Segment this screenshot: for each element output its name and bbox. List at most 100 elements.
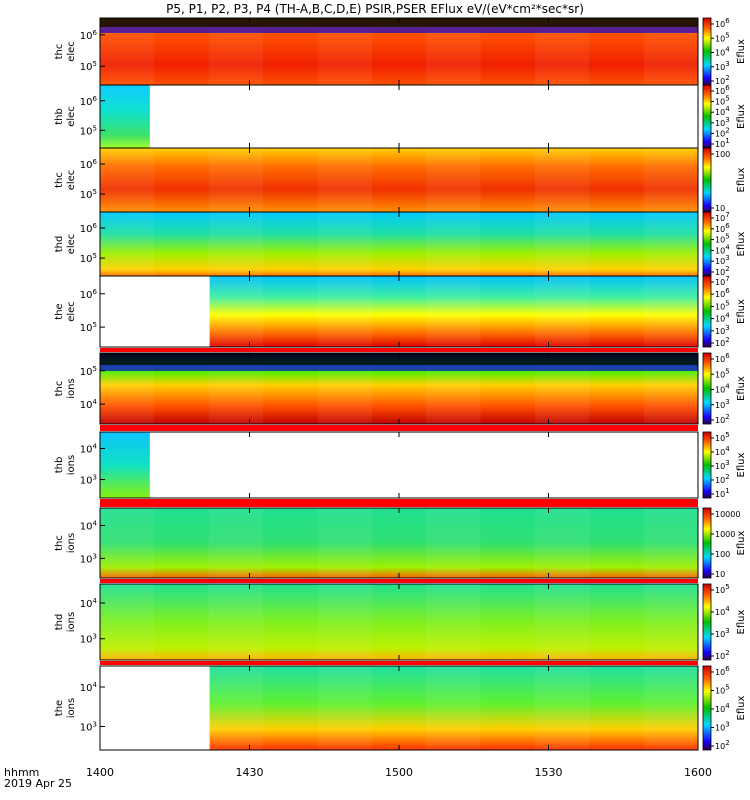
colorbar xyxy=(702,275,712,348)
heatmap-column-shade xyxy=(100,85,155,148)
y-tick-label: 106 xyxy=(80,29,98,42)
colorbar-tick-label: 1000 xyxy=(715,530,735,539)
panel-label: elec xyxy=(66,41,77,62)
panel-label: elec xyxy=(66,234,77,255)
heatmap-column-shade xyxy=(426,212,481,276)
colorbar-tick-label: 104 xyxy=(715,312,730,324)
heatmap-column-shade xyxy=(317,666,372,750)
colorbar-tick-label: 103 xyxy=(715,398,730,410)
y-tick-label: 106 xyxy=(80,158,98,171)
colorbar-tick-label: 103 xyxy=(715,254,730,266)
colorbar-label: Eflux xyxy=(736,376,747,401)
panel-label: elec xyxy=(66,106,77,127)
time-tick-label: 1530 xyxy=(535,766,563,779)
heatmap-column-shade xyxy=(643,508,698,578)
colorbar-tick-label: 10 xyxy=(715,570,725,579)
panel-label: thd xyxy=(54,236,65,253)
low-count-band xyxy=(100,27,698,33)
heatmap-column-shade xyxy=(208,508,264,578)
colorbar-tick-label: 102 xyxy=(715,74,730,86)
colorbar-label: Eflux xyxy=(736,452,747,477)
colorbar-tick-label: 102 xyxy=(715,473,730,485)
heatmap-column-shade xyxy=(100,432,155,498)
heatmap-column-shade xyxy=(643,212,698,276)
colorbar-label: Eflux xyxy=(736,530,747,555)
heatmap-fill xyxy=(100,584,698,660)
heatmap-column-shade xyxy=(534,666,590,750)
colorbar-tick-label: 10 xyxy=(715,204,725,213)
heatmap-fill xyxy=(100,148,698,212)
y-tick-label: 104 xyxy=(80,681,98,694)
mode-bar xyxy=(100,425,698,431)
heatmap-column-shade xyxy=(534,276,590,347)
y-tick-label: 105 xyxy=(80,188,97,201)
y-tick-label: 106 xyxy=(80,222,98,235)
colorbar-tick-label: 104 xyxy=(715,243,730,255)
heatmap-column-shade xyxy=(317,508,372,578)
panel-label: ions xyxy=(66,378,77,398)
no-data-region xyxy=(100,666,210,750)
time-tick-label: 1400 xyxy=(86,766,114,779)
colorbar-tick-label: 107 xyxy=(715,275,730,287)
colorbar xyxy=(702,583,712,661)
mode-bar xyxy=(100,348,698,352)
y-tick-label: 104 xyxy=(80,398,98,411)
colorbar-tick-label: 103 xyxy=(715,324,730,336)
y-tick-label: 104 xyxy=(80,597,98,610)
heatmap-column-shade xyxy=(208,666,264,750)
colorbar-tick-label: 105 xyxy=(715,31,730,43)
heatmap-column-shade xyxy=(426,148,481,212)
heatmap-column-shade xyxy=(643,148,698,212)
colorbar-tick-label: 103 xyxy=(715,721,730,733)
heatmap-column-shade xyxy=(100,584,155,660)
no-data-region xyxy=(149,85,699,148)
colorbar-tick-label: 105 xyxy=(715,233,730,245)
colorbar-tick-label: 106 xyxy=(715,287,730,299)
heatmap-fill xyxy=(100,508,698,578)
colorbar-tick-label: 104 xyxy=(715,46,730,58)
no-data-region xyxy=(149,432,699,498)
colorbar-tick-label: 100 xyxy=(715,150,730,159)
colorbar-tick-label: 10000 xyxy=(715,510,740,519)
colorbar-tick-label: 104 xyxy=(715,605,730,617)
panel-label: ions xyxy=(66,455,77,475)
y-tick-label: 105 xyxy=(80,365,97,378)
heatmap-column-shade xyxy=(534,584,590,660)
colorbar-tick-label: 105 xyxy=(715,299,730,311)
colorbar-tick-label: 106 xyxy=(715,17,730,29)
time-tick-label: 1600 xyxy=(684,766,712,779)
colorbar-label: Eflux xyxy=(736,104,747,129)
spectrogram-panel: 106 105 thc elec 100 10 Eflux xyxy=(54,147,747,213)
panel-label: thb xyxy=(54,108,65,125)
heatmap-column-shade xyxy=(426,276,481,347)
colorbar xyxy=(702,84,712,149)
colorbar-tick-label: 103 xyxy=(715,627,730,639)
heatmap-column-shade xyxy=(643,666,698,750)
mode-bar xyxy=(100,499,698,507)
y-tick-label: 103 xyxy=(80,474,97,487)
colorbar xyxy=(702,147,712,213)
heatmap-column-shade xyxy=(426,584,481,660)
spectrogram-panel: 104 103 the ions 106 105 104 103 102 Eflux xyxy=(54,665,747,751)
spectrogram-panel: 104 103 thd ions 105 104 103 102 Eflux xyxy=(54,583,747,661)
y-tick-label: 105 xyxy=(80,60,97,73)
colorbar-tick-label: 104 xyxy=(715,383,730,395)
colorbar xyxy=(702,507,712,579)
panel-label: elec xyxy=(66,170,77,191)
panel-label: ions xyxy=(66,533,77,553)
colorbar-tick-label: 103 xyxy=(715,60,730,72)
panel-label: thd xyxy=(54,614,65,631)
panel-label: thc xyxy=(54,535,65,551)
heatmap-column-shade xyxy=(208,212,264,276)
colorbar-tick-label: 101 xyxy=(715,137,730,149)
colorbar-tick-label: 104 xyxy=(715,445,730,457)
colorbar-label: Eflux xyxy=(736,695,747,720)
colorbar-label: Eflux xyxy=(736,39,747,64)
colorbar-tick-label: 104 xyxy=(715,702,730,714)
heatmap-column-shade xyxy=(643,584,698,660)
colorbar-tick-label: 104 xyxy=(715,105,730,117)
